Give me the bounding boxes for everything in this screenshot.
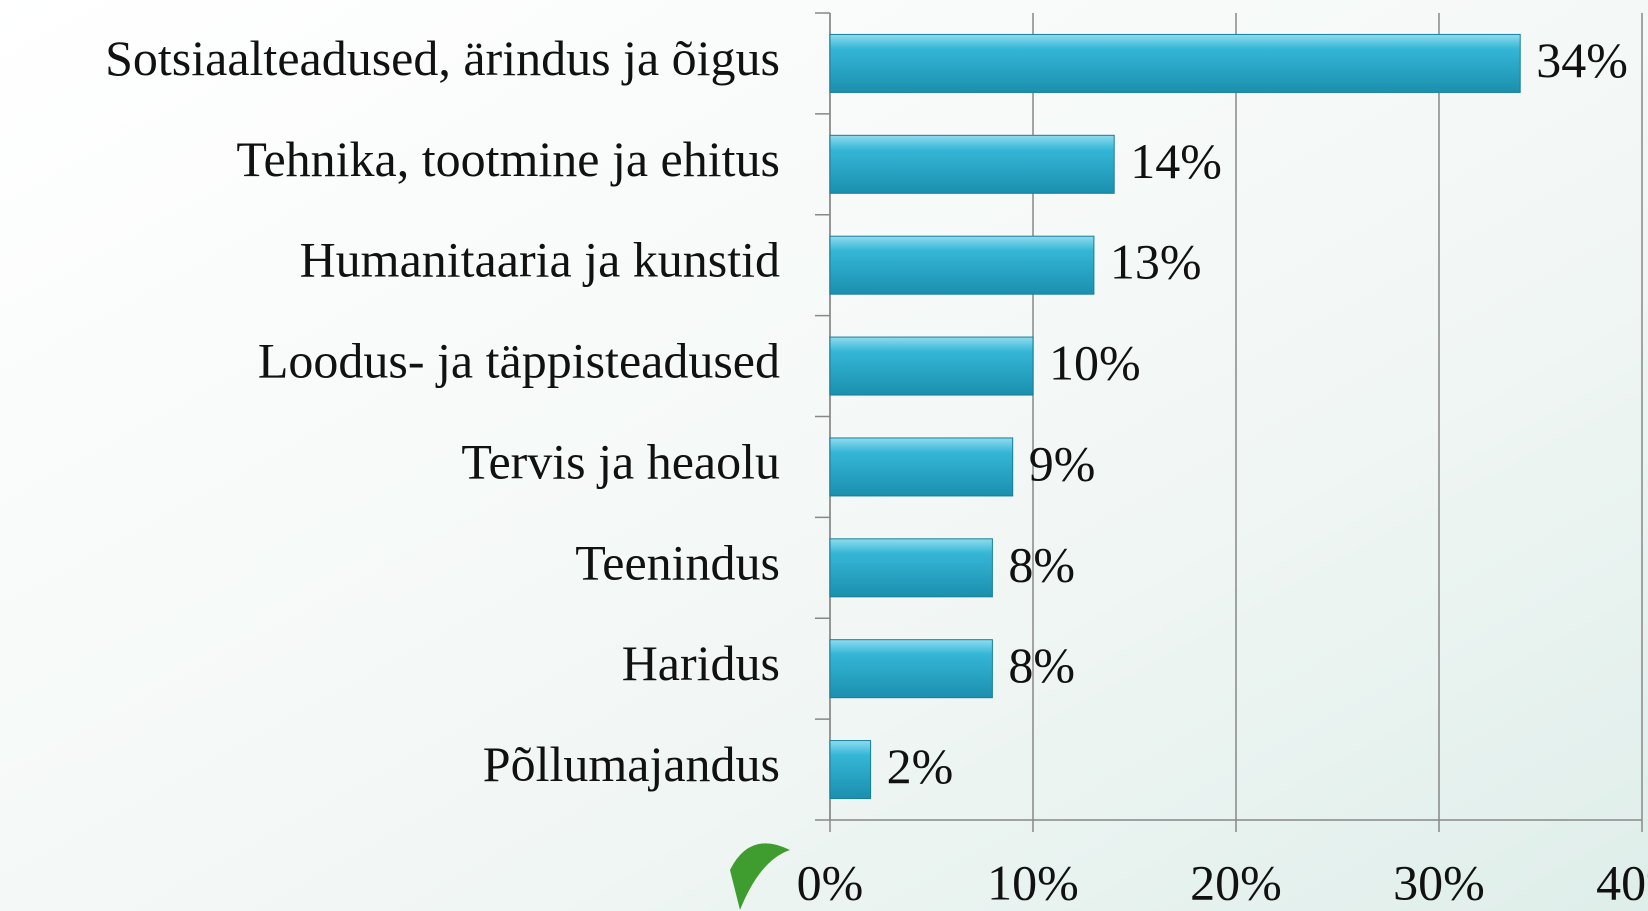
bar bbox=[829, 235, 1095, 295]
y-tick-label: Teenindus bbox=[575, 534, 780, 590]
logo-leaf bbox=[730, 843, 790, 910]
x-tick-label: 10% bbox=[987, 854, 1079, 910]
value-label: 8% bbox=[1008, 637, 1075, 693]
bar bbox=[829, 538, 993, 598]
y-tick-label: Põllumajandus bbox=[483, 736, 780, 792]
value-label: 9% bbox=[1029, 435, 1096, 491]
value-label: 2% bbox=[887, 738, 954, 794]
bar bbox=[829, 134, 1115, 194]
bar bbox=[829, 639, 993, 699]
bar bbox=[829, 336, 1034, 396]
bar bbox=[829, 437, 1014, 497]
x-tick-label: 30% bbox=[1393, 854, 1485, 910]
y-tick-label: Tervis ja heaolu bbox=[461, 433, 780, 489]
y-tick-label: Tehnika, tootmine ja ehitus bbox=[236, 131, 780, 187]
value-label: 14% bbox=[1130, 133, 1222, 189]
y-tick-label: Sotsiaalteadused, ärindus ja õigus bbox=[105, 30, 780, 86]
y-tick-label: Haridus bbox=[622, 635, 780, 691]
x-tick-label: 20% bbox=[1190, 854, 1282, 910]
y-tick-label: Loodus- ja täppisteadused bbox=[258, 333, 780, 389]
x-tick-label: 0% bbox=[797, 854, 864, 910]
value-label: 34% bbox=[1536, 32, 1628, 88]
bar bbox=[829, 740, 872, 800]
value-label: 13% bbox=[1110, 234, 1202, 290]
value-label: 10% bbox=[1049, 335, 1141, 391]
y-tick-label: Humanitaaria ja kunstid bbox=[300, 232, 780, 288]
bar bbox=[829, 33, 1521, 93]
value-label: 8% bbox=[1008, 536, 1075, 592]
x-tick-label: 40% bbox=[1596, 854, 1648, 910]
